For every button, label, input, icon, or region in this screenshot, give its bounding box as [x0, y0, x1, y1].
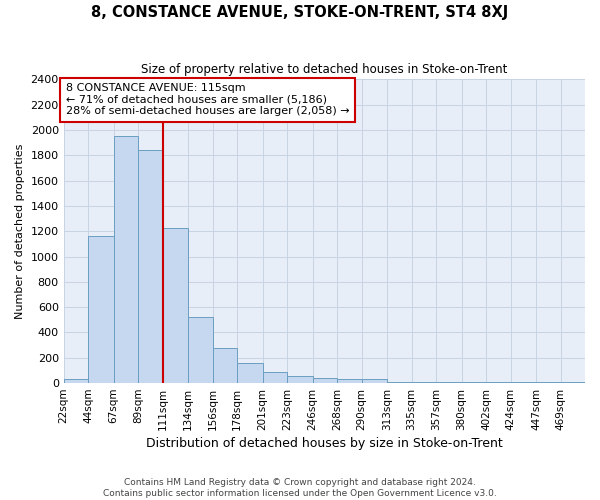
Bar [287, 376, 313, 383]
Bar [88, 236, 113, 383]
Bar [362, 378, 387, 383]
Y-axis label: Number of detached properties: Number of detached properties [15, 144, 25, 319]
Bar [138, 150, 163, 383]
Bar [536, 382, 560, 383]
Text: Contains HM Land Registry data © Crown copyright and database right 2024.
Contai: Contains HM Land Registry data © Crown c… [103, 478, 497, 498]
Bar [436, 382, 461, 383]
Bar [461, 382, 486, 383]
Bar [212, 348, 237, 383]
Bar [387, 382, 412, 383]
Bar [486, 382, 511, 383]
Bar [560, 382, 585, 383]
Bar [313, 378, 337, 383]
Bar [237, 364, 263, 383]
Bar [511, 382, 536, 383]
Title: Size of property relative to detached houses in Stoke-on-Trent: Size of property relative to detached ho… [141, 62, 508, 76]
Bar [337, 378, 362, 383]
Bar [113, 136, 138, 383]
X-axis label: Distribution of detached houses by size in Stoke-on-Trent: Distribution of detached houses by size … [146, 437, 503, 450]
Bar [263, 372, 287, 383]
Bar [188, 318, 212, 383]
Bar [64, 380, 88, 383]
Bar [412, 382, 436, 383]
Text: 8 CONSTANCE AVENUE: 115sqm
← 71% of detached houses are smaller (5,186)
28% of s: 8 CONSTANCE AVENUE: 115sqm ← 71% of deta… [66, 83, 350, 116]
Text: 8, CONSTANCE AVENUE, STOKE-ON-TRENT, ST4 8XJ: 8, CONSTANCE AVENUE, STOKE-ON-TRENT, ST4… [91, 5, 509, 20]
Bar [163, 228, 188, 383]
